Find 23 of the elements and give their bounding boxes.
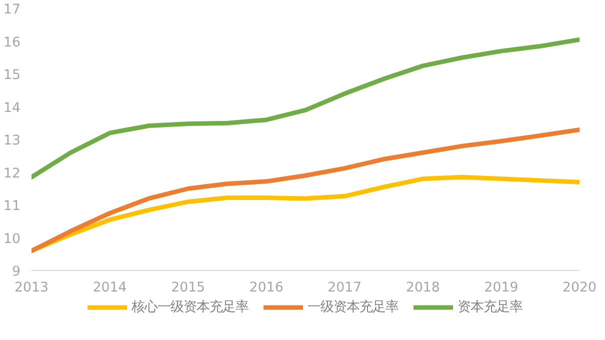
- x-tick-label: 2018: [406, 280, 440, 296]
- x-tick-label: 2017: [328, 280, 362, 296]
- y-tick-label: 13: [4, 134, 21, 148]
- x-tick-label: 2016: [249, 280, 284, 296]
- x-tick-label: 2020: [562, 280, 596, 296]
- y-tick-label: 16: [4, 35, 21, 50]
- line-series: [32, 127, 580, 254]
- y-tick-label: 11: [4, 199, 21, 214]
- legend-label: 一级资本充足率: [308, 298, 398, 316]
- x-tick-label: 2014: [92, 280, 127, 296]
- legend-label: 核心一级资本充足率: [132, 298, 248, 316]
- y-tick-label: 12: [4, 166, 21, 182]
- y-tick-label: 14: [4, 100, 21, 116]
- y-tick-label: 9: [12, 264, 21, 280]
- line-series: [32, 37, 580, 180]
- legend-label: 资本充足率: [458, 298, 522, 316]
- x-tick-label: 2015: [171, 280, 206, 296]
- y-tick-label: 10: [4, 232, 21, 247]
- x-tick-label: 2013: [14, 280, 48, 296]
- x-tick-label: 2019: [484, 280, 518, 296]
- y-tick-label: 17: [4, 2, 21, 18]
- line-series: [32, 174, 580, 254]
- y-tick-label: 15: [4, 68, 21, 83]
